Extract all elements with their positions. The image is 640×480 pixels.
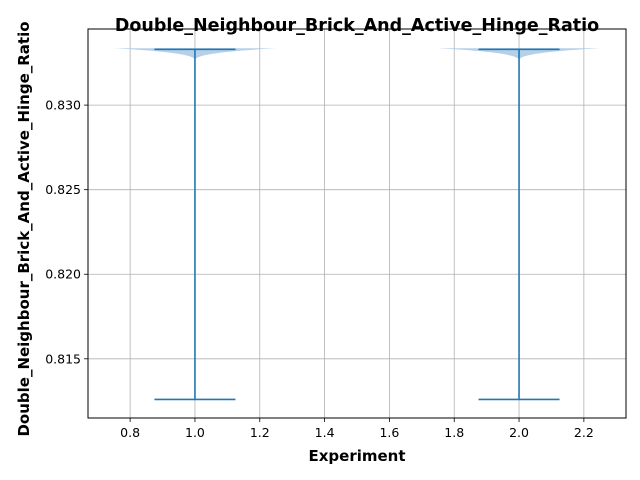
x-tick-label: 2.2	[574, 425, 594, 440]
y-tick-label: 0.820	[45, 267, 81, 282]
y-axis-label: Double_Neighbour_Brick_And_Active_Hinge_…	[15, 21, 33, 436]
x-tick-label: 1.8	[444, 425, 464, 440]
chart-title: Double_Neighbour_Brick_And_Active_Hinge_…	[115, 16, 599, 36]
grid-layer	[88, 29, 626, 418]
x-tick-label: 1.6	[379, 425, 399, 440]
plot-area-frame	[87, 28, 627, 419]
x-tick-label: 1.2	[250, 425, 270, 440]
y-tick-label: 0.825	[45, 182, 81, 197]
tick-layer: 0.8 1.0 1.2 1.4 1.6 1.8 2.0 2.2 0.815 0.820 0.825 0…	[45, 98, 594, 440]
x-tick-label: 0.8	[120, 425, 140, 440]
x-tick-label: 2.0	[509, 425, 529, 440]
x-axis-label: Experiment	[308, 447, 405, 465]
violin-layer	[113, 48, 601, 401]
x-tick-label: 1.0	[185, 425, 205, 440]
y-tick-label: 0.815	[45, 351, 81, 366]
x-tick-label: 1.4	[315, 425, 335, 440]
y-tick-label: 0.830	[45, 98, 81, 113]
